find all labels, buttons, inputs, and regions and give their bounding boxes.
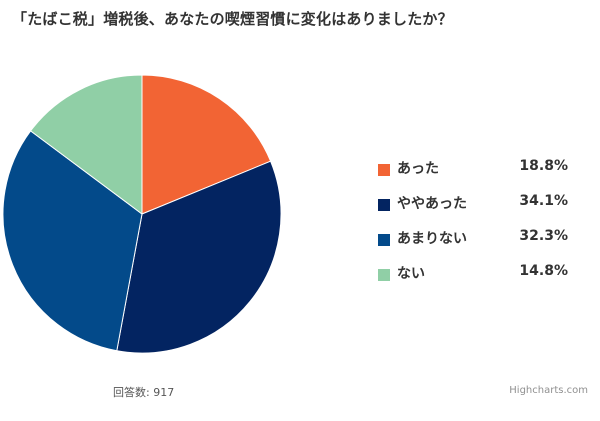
- legend-item[interactable]: あった 18.8%: [373, 158, 583, 193]
- legend-label: あまりない: [397, 231, 467, 247]
- pie-slice-4[interactable]: [30, 74, 143, 215]
- pie-slice-1[interactable]: [141, 74, 272, 215]
- legend-item[interactable]: あまりない 32.3%: [373, 228, 583, 263]
- pie-slice-2[interactable]: [116, 160, 282, 354]
- legend-label: ない: [397, 266, 425, 282]
- legend-value: 34.1%: [519, 193, 568, 209]
- legend-item[interactable]: ない 14.8%: [373, 263, 583, 298]
- legend-label: ややあった: [397, 196, 467, 212]
- legend-item[interactable]: ややあった 34.1%: [373, 193, 583, 228]
- legend-swatch: [378, 234, 390, 246]
- legend-label: あった: [397, 161, 439, 177]
- legend: あった 18.8% ややあった 34.1% あまりない 32.3% ない 14.…: [373, 158, 583, 298]
- response-count: 回答数: 917: [113, 386, 175, 399]
- chart-title: 「たばこ税」増税後、あなたの喫煙習慣に変化はありましたか？: [12, 10, 453, 28]
- legend-value: 32.3%: [519, 228, 568, 244]
- legend-swatch: [378, 164, 390, 176]
- legend-value: 14.8%: [519, 263, 568, 279]
- legend-swatch: [378, 269, 390, 281]
- credits-link[interactable]: Highcharts.com: [509, 385, 588, 396]
- legend-swatch: [378, 199, 390, 211]
- pie-slice-3[interactable]: [2, 130, 143, 352]
- legend-value: 18.8%: [519, 158, 568, 174]
